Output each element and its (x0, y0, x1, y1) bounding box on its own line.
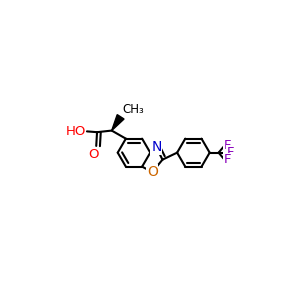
Text: O: O (88, 148, 99, 161)
Text: F: F (224, 139, 231, 152)
Text: HO: HO (65, 125, 86, 138)
Text: O: O (147, 165, 158, 179)
Polygon shape (112, 115, 124, 130)
Text: F: F (224, 153, 231, 166)
Text: N: N (151, 140, 162, 154)
Text: F: F (227, 146, 235, 159)
Text: CH₃: CH₃ (122, 103, 144, 116)
